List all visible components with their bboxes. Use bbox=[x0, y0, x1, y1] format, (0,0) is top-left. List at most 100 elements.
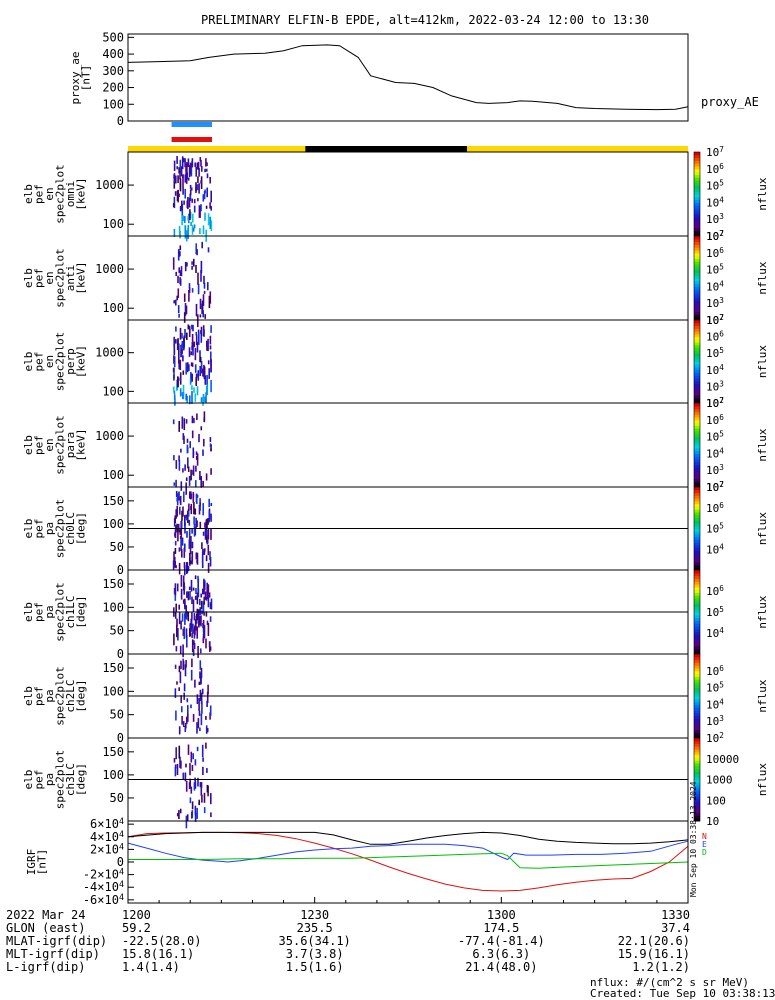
colorbar-tick-label: 106 bbox=[706, 330, 724, 344]
spectrogram-pixel bbox=[173, 196, 176, 209]
colorbar-label: nflux bbox=[756, 763, 769, 796]
ephemeris-value: 6.3(6.3) bbox=[472, 947, 530, 961]
igrf-ylabel-line: IGRF bbox=[25, 849, 38, 876]
spectrogram-ytick-label: 100 bbox=[102, 301, 124, 315]
ephemeris-value: 1330 bbox=[661, 908, 690, 922]
spectrogram-pixel bbox=[184, 216, 186, 223]
spectrogram-pixel bbox=[191, 639, 194, 653]
spectrogram-pixel bbox=[205, 742, 207, 749]
spectrogram-pixel bbox=[198, 681, 201, 685]
colorbar-cell bbox=[694, 361, 700, 365]
colorbar-cell bbox=[694, 266, 700, 271]
spectrogram-pixel bbox=[197, 161, 200, 170]
igrf-ytick-label: 4×104 bbox=[90, 829, 124, 844]
ephemeris-value: -77.4(-81.4) bbox=[458, 934, 545, 948]
spectrogram-pixel bbox=[198, 614, 200, 628]
spectrogram-pixel bbox=[185, 616, 188, 620]
spectrogram-pixel bbox=[203, 191, 206, 200]
ephemeris-value: 1.2(1.2) bbox=[632, 960, 690, 974]
spectrogram-pixel bbox=[175, 175, 177, 184]
spectrogram-ytick-label: 100 bbox=[102, 468, 124, 482]
spectrogram-pixel bbox=[196, 746, 199, 752]
spectrogram-pixel bbox=[175, 603, 177, 613]
spectrogram-pixel bbox=[191, 265, 193, 270]
colorbar-cell bbox=[694, 264, 700, 268]
spectrogram-pixel bbox=[189, 491, 191, 499]
spectrogram-pixel bbox=[203, 411, 206, 422]
spectrogram-pixel bbox=[185, 173, 188, 184]
spectrogram-pixel bbox=[190, 491, 192, 500]
ephemeris-value: 1300 bbox=[487, 908, 516, 922]
spectrogram-pixel bbox=[186, 531, 188, 538]
colorbar-cell bbox=[694, 525, 700, 529]
spectrogram-pixel bbox=[189, 189, 192, 195]
spectrogram-pixel bbox=[187, 510, 189, 523]
spectrogram-pixel bbox=[182, 772, 185, 780]
spectrogram-pixel bbox=[184, 188, 186, 199]
spectrogram-pixel bbox=[191, 529, 193, 534]
spectrogram-ylabel-line: elb bbox=[22, 435, 35, 455]
spectrogram-pixel bbox=[174, 532, 176, 537]
ae-frame bbox=[127, 33, 689, 122]
spectrogram-pixel bbox=[204, 396, 206, 403]
spectrogram-pixel bbox=[195, 182, 197, 192]
colorbar-cell bbox=[694, 656, 700, 661]
spectrogram-pixel bbox=[179, 388, 182, 397]
colorbar-tick-label: 105 bbox=[706, 605, 724, 619]
spectrogram-pixel bbox=[189, 591, 191, 600]
spectrogram-pixel bbox=[200, 260, 203, 274]
spectrogram-pixel bbox=[192, 753, 194, 760]
spectrogram-pixel bbox=[203, 275, 205, 285]
spectrogram-pixel bbox=[180, 695, 182, 703]
colorbar-tick-label: 104 bbox=[706, 195, 724, 209]
spectrogram-ylabel-line: pef bbox=[32, 770, 45, 790]
spectrogram-pixel bbox=[205, 158, 207, 167]
colorbar-cell bbox=[694, 598, 700, 602]
colorbar-cell bbox=[694, 757, 700, 761]
spectrogram-ylabel-line: pef bbox=[32, 686, 45, 706]
spectrogram-pixel bbox=[185, 815, 188, 829]
spectrogram-pixel bbox=[177, 175, 179, 183]
colorbar-tick-label: 104 bbox=[706, 626, 724, 640]
colorbar-cell bbox=[694, 177, 700, 181]
colorbar-cell bbox=[694, 314, 700, 318]
spectrogram-pixel bbox=[204, 522, 206, 528]
colorbar-cell bbox=[694, 578, 700, 582]
spectrogram-pixel bbox=[210, 351, 212, 362]
colorbar-cell bbox=[694, 331, 700, 335]
colorbar-cell bbox=[694, 230, 700, 234]
spectrogram-pixel bbox=[184, 522, 186, 534]
spectrogram-pixel bbox=[190, 372, 192, 383]
spectrogram-ylabel-line: elb bbox=[22, 602, 35, 622]
spectrogram-pixel bbox=[197, 645, 199, 658]
colorbar-cell bbox=[694, 280, 700, 285]
spectrogram-pixel bbox=[183, 586, 186, 590]
spectrogram-pixel bbox=[198, 698, 200, 712]
colorbar-cell bbox=[694, 171, 700, 175]
spectrogram-pixel bbox=[197, 272, 199, 285]
colorbar-cell bbox=[694, 561, 700, 565]
colorbar-cell bbox=[694, 364, 700, 368]
colorbar-cell bbox=[694, 500, 700, 505]
ephemeris-row-label: GLON (east) bbox=[6, 921, 85, 935]
spectrogram-pixel bbox=[194, 364, 197, 373]
spectrogram-pixel bbox=[188, 782, 191, 789]
colorbar-cell bbox=[694, 241, 700, 245]
spectrogram-pixel bbox=[189, 197, 192, 201]
colorbar-cell bbox=[694, 801, 700, 805]
spectrogram-pixel bbox=[188, 528, 191, 541]
colorbar-cell bbox=[694, 732, 700, 736]
colorbar-tick-label: 103 bbox=[706, 379, 724, 393]
colorbar-tick-label: 107 bbox=[706, 145, 724, 159]
spectrogram-pixel bbox=[202, 623, 204, 629]
spectrogram-pixel bbox=[176, 583, 179, 592]
colorbar-cell bbox=[694, 244, 700, 248]
spectrogram-pixel bbox=[185, 763, 187, 768]
spectrogram-ylabel-line: spec2plot bbox=[53, 750, 66, 810]
colorbar-tick-label: 104 bbox=[706, 542, 724, 556]
colorbar-tick-label: 106 bbox=[706, 413, 724, 427]
colorbar-cell bbox=[694, 447, 700, 452]
spectrogram-pixel bbox=[182, 644, 184, 658]
